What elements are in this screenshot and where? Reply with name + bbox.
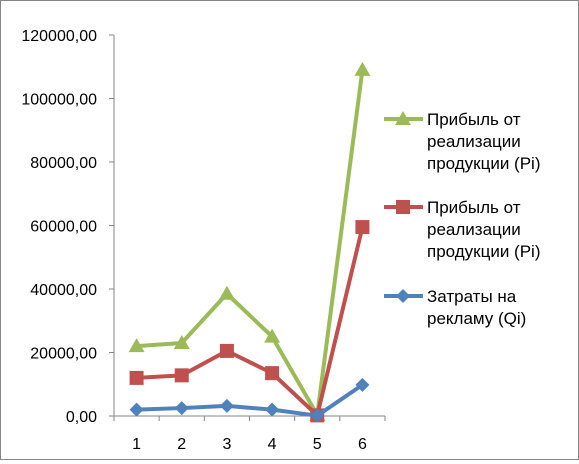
data-point-marker [218,285,235,300]
x-tick-label: 3 [222,436,231,453]
series-3 [129,377,370,423]
x-tick-label: 2 [177,436,186,453]
y-tick-label: 120000,00 [21,28,97,45]
data-point-marker [310,408,325,423]
legend-label: реализации [427,132,521,151]
y-tick-label: 20000,00 [30,346,97,363]
legend-marker-symbol [395,111,411,125]
y-tick-label: 80000,00 [30,155,97,172]
data-point-marker [129,402,144,417]
data-point-marker [264,328,281,343]
x-tick-label: 1 [132,436,141,453]
data-point-marker [173,334,190,349]
data-point-marker [265,366,280,381]
data-point-marker [354,61,371,76]
series-2 [129,220,370,423]
legend-label: Прибыль от [427,198,521,217]
legend-marker-symbol [396,289,410,303]
legend-entry: Затраты на рекламу (Qi) [384,287,526,328]
x-tick-label: 6 [358,436,367,453]
data-point-marker [265,402,280,417]
legend-label: реализации [427,220,521,239]
chart-axes [109,34,386,421]
y-axis-tick-labels: 0,00 20000,00 40000,00 60000,00 80000,00 1000… [21,28,97,426]
data-point-marker [174,368,189,383]
legend-entry: Прибыль от реализации продукции (Pi) [384,110,541,173]
series-line [134,225,365,418]
series-line [134,382,365,418]
legend-label: продукции (Pi) [427,242,541,261]
legend-label: Затраты на [427,287,517,306]
series-layer [128,61,371,423]
data-point-marker [128,338,145,353]
data-point-marker [219,343,234,358]
x-tick-label: 5 [313,436,322,453]
x-tick-label: 4 [268,436,277,453]
y-tick-label: 100000,00 [21,92,97,109]
data-point-marker [355,377,370,392]
data-point-marker [174,401,189,416]
x-axis-tick-labels: 1 2 3 4 5 6 [132,436,367,453]
legend-label: рекламу (Qi) [427,309,526,328]
legend-label: Прибыль от [427,110,521,129]
y-tick-label: 40000,00 [30,282,97,299]
series-line [134,67,365,418]
legend-label: продукции (Pi) [427,154,541,173]
data-point-marker [219,398,234,413]
y-tick-label: 0,00 [66,409,97,426]
data-point-marker [355,220,370,235]
series-1 [128,61,371,422]
legend-entry: Прибыль от реализации продукции (Pi) [384,198,541,261]
data-point-marker [129,370,144,385]
legend-marker-symbol [396,200,410,214]
y-tick-label: 60000,00 [30,219,97,236]
